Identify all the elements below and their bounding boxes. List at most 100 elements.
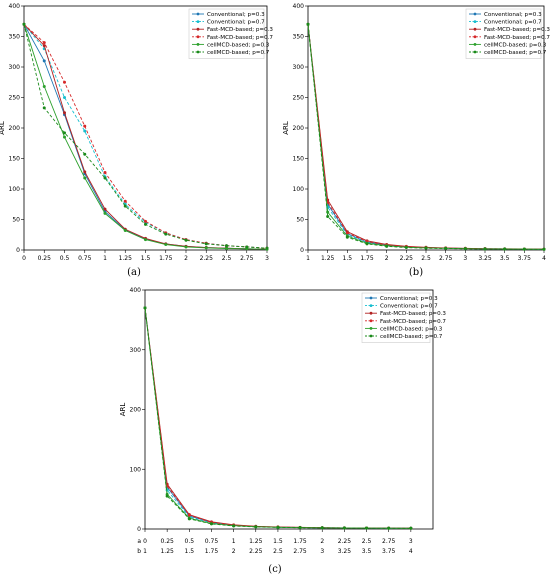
y-tick-label: 300 — [293, 64, 305, 71]
legend-marker — [196, 20, 200, 23]
legend-marker — [369, 334, 373, 338]
y-tick-label: 200 — [130, 407, 142, 414]
data-point — [184, 245, 188, 249]
y-tick-label: 300 — [9, 64, 21, 71]
x-tick-label-a: 0.75 — [205, 538, 219, 545]
data-point — [298, 526, 302, 530]
data-point — [276, 525, 280, 529]
x-row-prefix-b: b — [137, 548, 141, 555]
x-tick-label-b: 2 — [232, 548, 236, 555]
legend-marker — [369, 304, 373, 307]
y-axis-label: ARL — [119, 403, 127, 417]
data-point — [103, 176, 107, 180]
data-point — [254, 525, 258, 529]
legend-label: Fast-MCD-based; p=0.3 — [484, 27, 550, 33]
data-point — [265, 246, 269, 250]
x-tick-label-b: 1.25 — [160, 548, 174, 555]
data-point — [83, 152, 87, 156]
data-point — [342, 526, 346, 530]
legend-item: Conventional; p=0.3 — [192, 12, 265, 18]
data-point — [187, 517, 191, 521]
data-point — [42, 85, 46, 89]
legend-label: Conventional; p=0.3 — [207, 12, 265, 18]
legend-label: Conventional; p=0.3 — [380, 296, 438, 302]
legend-item: Fast-MCD-based; p=0.7 — [365, 319, 446, 325]
panel-b-chart: 0 50 100 150 200 250 300 350 400 ARL 1 1.25 1.5 1.75 2… — [282, 3, 550, 262]
x-tick-label: 1.75 — [159, 255, 173, 262]
legend-marker — [196, 12, 200, 16]
data-point — [83, 129, 87, 133]
legend-item: Fast-MCD-based; p=0.3 — [469, 27, 550, 33]
legend-item: Fast-MCD-based; p=0.7 — [469, 35, 550, 41]
x-tick-label: 3.75 — [518, 255, 532, 262]
legend-item: cellMCD-based; p=0.3 — [469, 42, 547, 48]
data-point — [144, 238, 147, 242]
data-point — [63, 96, 66, 99]
legend-item: cellMCD-based; p=0.3 — [365, 326, 443, 332]
x-tick-label-b: 4 — [409, 548, 413, 555]
x-tick-label: 1 — [103, 255, 107, 262]
y-tick-label: 0 — [16, 247, 20, 254]
y-tick-label: 400 — [9, 3, 21, 10]
legend-marker — [473, 35, 477, 39]
data-point — [63, 135, 66, 139]
y-tick-label: 400 — [130, 287, 142, 294]
x-tick-label: 3.25 — [478, 255, 492, 262]
data-point — [144, 222, 147, 226]
data-point — [144, 219, 147, 223]
legend-item: Fast-MCD-based; p=0.7 — [192, 35, 273, 41]
data-point — [83, 176, 87, 180]
y-tick-label: 150 — [293, 156, 305, 163]
x-tick-label: 0.5 — [60, 255, 70, 262]
data-point — [63, 80, 66, 84]
x-tick-label-b: 3.25 — [338, 548, 352, 555]
x-tick-label: 2 — [385, 255, 389, 262]
data-point — [365, 242, 369, 246]
data-point — [326, 214, 330, 218]
y-tick-label: 250 — [9, 95, 21, 102]
x-tick-label-a: 0.25 — [160, 538, 174, 545]
legend-marker — [196, 35, 200, 39]
data-point — [83, 170, 87, 174]
legend-item: cellMCD-based; p=0.3 — [192, 42, 270, 48]
x-tick-label: 2.25 — [200, 255, 214, 262]
data-point — [225, 246, 228, 250]
x-tick-label: 1.5 — [141, 255, 151, 262]
data-point — [542, 247, 546, 251]
data-point — [245, 245, 249, 249]
x-tick-label: 1.25 — [321, 255, 335, 262]
y-tick-label: 50 — [12, 217, 20, 224]
panel-label-b: (b) — [409, 267, 423, 278]
legend-box — [465, 8, 542, 59]
data-point — [387, 526, 391, 530]
x-tick-label: 1 — [306, 255, 310, 262]
data-point — [143, 306, 147, 310]
data-point — [404, 246, 408, 250]
data-point — [522, 247, 526, 251]
legend-item: Fast-MCD-based; p=0.3 — [192, 27, 273, 33]
data-point — [320, 526, 324, 530]
x-tick-label-a: 2.25 — [338, 538, 352, 545]
legend-marker — [196, 27, 200, 31]
x-tick-label: 2.75 — [439, 255, 453, 262]
x-tick-label-b: 2.25 — [249, 548, 263, 555]
legend-item: Conventional; p=0.7 — [469, 20, 542, 26]
y-axis-label: ARL — [0, 121, 6, 135]
panel-a-chart: 0 50 100 150 200 250 300 350 400 ARL 0 0.25 0.5 0.75 1… — [0, 3, 273, 262]
y-tick-label: 400 — [293, 3, 305, 10]
y-axis-label: ARL — [282, 121, 290, 135]
data-point — [409, 526, 413, 530]
x-tick-label-b: 1.75 — [205, 548, 219, 555]
data-point — [345, 231, 349, 235]
y-tick-label: 100 — [9, 186, 21, 193]
x-tick-label: 3.5 — [500, 255, 510, 262]
x-tick-label-a: 2.75 — [382, 538, 396, 545]
legend-marker — [369, 311, 373, 315]
y-tick-label: 300 — [130, 347, 142, 354]
legend-label: cellMCD-based; p=0.7 — [484, 50, 547, 56]
panel-c-chart: 0 100 200 300 400 ARL 0 1 0.25 1.25 0.5 1.5 0.75 1.75… — [119, 287, 446, 555]
panel-label-c: (c) — [268, 564, 282, 575]
x-tick-label-b: 1 — [143, 548, 147, 555]
x-tick-label: 3 — [463, 255, 467, 262]
